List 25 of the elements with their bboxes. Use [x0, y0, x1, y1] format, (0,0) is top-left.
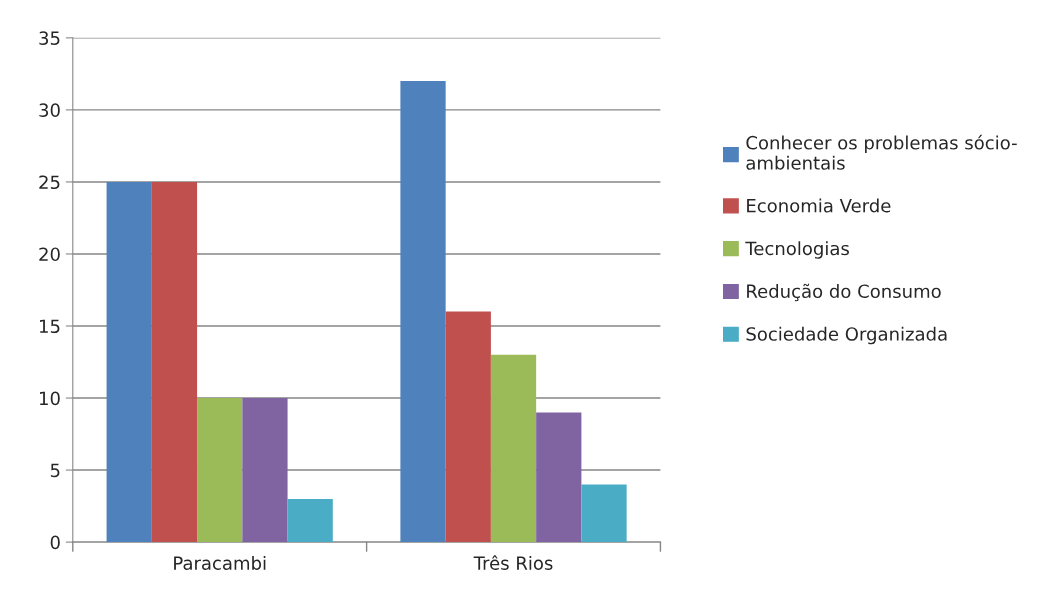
bar [287, 498, 333, 543]
x-tick-label: Paracambi [174, 555, 266, 570]
legend-label: Sociedade Organizada [746, 326, 947, 345]
y-tick-label: 25 [39, 175, 60, 190]
x-tick-label: Três Rios [473, 555, 553, 570]
y-tick-label: 20 [39, 247, 60, 262]
bar [536, 412, 582, 543]
bar [242, 398, 288, 543]
bar [445, 311, 491, 543]
legend-label: Economia Verde [747, 198, 891, 213]
bar [197, 398, 243, 543]
y-tick-label: 10 [40, 391, 60, 406]
y-tick-label: 30 [39, 103, 60, 118]
y-tick-label: 15 [40, 319, 60, 334]
bar [151, 181, 198, 543]
y-tick-label: 0 [50, 535, 60, 550]
bar [581, 484, 627, 543]
bar [400, 81, 446, 543]
y-tick-label: 5 [50, 463, 60, 478]
bar [106, 181, 152, 543]
legend-label: Conhecer os problemas sócio- ambientais [746, 134, 1017, 170]
legend-label: Tecnologias [745, 241, 849, 259]
legend-label: Redução do Consumo [747, 283, 941, 302]
bar [490, 354, 537, 543]
y-tick-label: 35 [39, 31, 60, 45]
